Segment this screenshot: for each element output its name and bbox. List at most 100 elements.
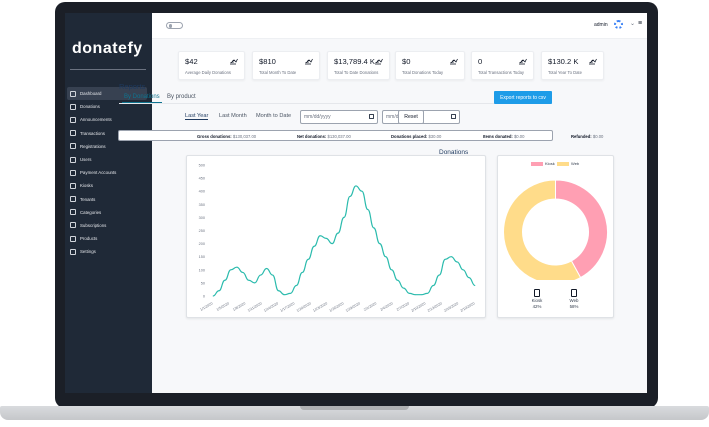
range-last-month[interactable]: Last Month	[219, 113, 247, 119]
tab-by-donations[interactable]: By Donations	[122, 94, 162, 103]
laptop-base	[0, 406, 709, 420]
sidebar-item-transactions[interactable]: Transactions	[67, 127, 147, 140]
data-point	[373, 227, 375, 229]
sidebar-item-label: Announcements	[80, 117, 112, 123]
sidebar-item-products[interactable]: Products	[67, 232, 147, 245]
sidebar-item-donations[interactable]: Donations	[67, 100, 147, 113]
x-tick-label: 1/17/2020	[280, 301, 296, 312]
x-tick-label: 1/23/2020	[312, 301, 328, 312]
menu-icon[interactable]: ≡	[638, 20, 643, 27]
stat-card: $810 Total Month To Date	[252, 51, 320, 80]
stat-label: Total Year To Date	[548, 70, 582, 75]
summary-label: Donations placed:	[391, 134, 428, 139]
sidebar-item-label: Donations	[80, 104, 100, 110]
data-point	[218, 290, 220, 292]
sidebar-nav: Dashboard Donations Announcements Transacti…	[67, 87, 147, 258]
sidebar-item-categories[interactable]: Categories	[67, 206, 147, 219]
summary-item: Refunded: $0.00	[571, 134, 603, 139]
web-label: Web	[569, 298, 579, 303]
sidebar-item-users[interactable]: Users	[67, 153, 147, 166]
data-point	[295, 285, 297, 286]
x-tick-label: 1/29/2020	[345, 301, 361, 312]
tabs-underline	[119, 103, 552, 104]
x-tick-label: 1/14/2020	[263, 301, 279, 312]
stat-value: $42	[185, 57, 198, 66]
x-tick-label: 1/5/2020	[216, 301, 230, 311]
data-point	[379, 243, 381, 244]
data-point	[290, 292, 291, 294]
kiosk-percent: 42%	[532, 304, 542, 309]
summary-item: Donations placed: $30.00	[391, 134, 441, 139]
summary-value: $130,037.00	[327, 134, 351, 139]
sidebar-item-kiosks[interactable]: Kiosks	[67, 179, 147, 192]
data-point	[421, 294, 422, 296]
data-point	[462, 269, 464, 271]
data-point	[278, 290, 279, 292]
x-tick-label: 2/7/2020	[396, 301, 410, 311]
data-point	[301, 272, 303, 273]
sidebar-item-label: Settings	[80, 249, 96, 255]
start-date-placeholder: mm/dd/yyyy	[304, 114, 331, 120]
y-tick-label: 250	[199, 229, 205, 233]
range-last-year[interactable]: Last Year	[185, 113, 209, 120]
calendar-icon[interactable]	[451, 114, 456, 119]
sidebar-item-settings[interactable]: Settings	[67, 245, 147, 258]
stat-label: Total Transactions Today	[478, 70, 525, 75]
trend-icon	[305, 58, 313, 65]
data-point	[343, 217, 345, 218]
legend-swatch-kiosk	[531, 162, 543, 166]
x-tick-label: 1/20/2020	[296, 301, 312, 312]
y-tick-label: 200	[199, 242, 205, 246]
donut-slice-web	[503, 179, 582, 280]
data-point	[266, 268, 267, 269]
data-point	[444, 258, 446, 260]
reset-button[interactable]: Reset	[398, 110, 424, 124]
data-point	[224, 279, 226, 281]
data-point	[432, 285, 434, 286]
kiosk-label: Kiosk	[531, 298, 543, 303]
theme-toggle[interactable]	[166, 22, 183, 29]
topbar: admin ⌄ ≡	[152, 13, 647, 39]
y-tick-label: 500	[199, 164, 205, 168]
y-tick-label: 400	[199, 190, 205, 194]
start-date-input[interactable]: mm/dd/yyyy	[300, 110, 378, 124]
x-tick-label: 1/26/2020	[329, 301, 345, 312]
summary-item: Gross donations: $130,037.00	[197, 134, 256, 139]
toggle-knob	[168, 24, 172, 28]
sidebar-item-subscriptions[interactable]: Subscriptions	[67, 219, 147, 232]
sidebar-item-dashboard[interactable]: Dashboard	[67, 87, 147, 101]
user-name[interactable]: admin	[594, 22, 608, 28]
sidebar-item-label: Dashboard	[80, 91, 102, 97]
calendar-icon[interactable]	[369, 114, 374, 119]
products-icon	[70, 235, 76, 242]
sidebar-item-registrations[interactable]: Registrations	[67, 140, 147, 153]
summary-item: Net donations: $130,037.00	[297, 134, 351, 139]
legend-label-web: Web	[571, 161, 580, 166]
user-avatar-icon[interactable]	[614, 20, 623, 29]
tab-by-product[interactable]: By product	[167, 94, 196, 100]
data-point	[415, 294, 416, 296]
sidebar-item-announcements[interactable]: Announcements	[67, 113, 147, 126]
y-tick-label: 300	[199, 216, 205, 220]
stat-label: Total To Date Donations	[334, 70, 379, 75]
sidebar-item-payment-accounts[interactable]: Payment Accounts	[67, 166, 147, 179]
data-point	[385, 256, 387, 258]
range-month-to-date[interactable]: Month to Date	[256, 113, 292, 119]
data-point	[325, 237, 327, 239]
chevron-down-icon[interactable]: ⌄	[630, 21, 636, 27]
summary-value: $30.00	[428, 134, 442, 139]
x-tick-label: 2/13/2020	[427, 301, 443, 312]
data-point	[397, 279, 398, 281]
export-csv-button[interactable]: Export reports to csv	[494, 91, 552, 104]
sidebar-item-tenants[interactable]: Tenants	[67, 193, 147, 206]
y-tick-label: 350	[199, 203, 205, 207]
donations-chart-title: Donations	[439, 149, 469, 156]
data-point	[242, 272, 244, 273]
legend-swatch-web	[557, 162, 569, 166]
x-tick-label: 1/11/2020	[247, 301, 263, 312]
trend-icon	[519, 58, 527, 65]
sidebar-item-label: Transactions	[80, 130, 105, 136]
x-tick-label: 1/1/2020	[199, 301, 213, 311]
data-point	[361, 190, 363, 192]
data-point	[248, 279, 250, 281]
